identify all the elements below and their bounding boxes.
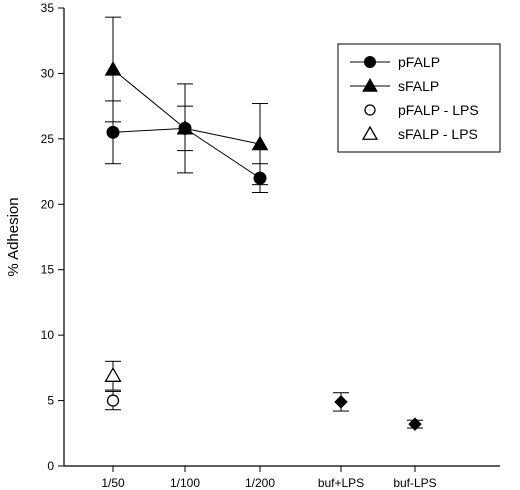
series-line (112, 127, 261, 179)
x-tick-label: 1/50 (101, 476, 125, 490)
y-tick-label: 20 (41, 197, 55, 211)
marker-triangle-open (104, 366, 122, 382)
legend-item: sFALP - LPS (361, 125, 478, 142)
series-pfalp-lps (105, 390, 121, 411)
marker-circle-open (364, 104, 376, 116)
marker-triangle-filled (251, 135, 269, 151)
axes (63, 8, 500, 467)
x-ticks: 1/50 1/100 1/200 buf+LPS buf-LPS (101, 466, 437, 490)
marker-circle-filled (364, 56, 376, 68)
series-sfalp (104, 16, 269, 186)
y-tick-label: 35 (41, 1, 55, 15)
series-layer (104, 16, 423, 431)
legend-label: sFALP - LPS (398, 126, 478, 142)
legend-item: pFALP - LPS (364, 102, 479, 118)
y-tick-label: 15 (41, 263, 55, 277)
marker-triangle-filled (104, 60, 122, 76)
legend-label: pFALP - LPS (398, 102, 479, 118)
marker-diamond-filled (334, 395, 348, 409)
marker-triangle-filled (362, 77, 378, 92)
series-sfalp-lps (104, 360, 122, 391)
y-tick-label: 25 (41, 132, 55, 146)
y-tick-label: 30 (41, 66, 55, 80)
legend-label: pFALP (398, 54, 440, 70)
series-buffer (333, 392, 423, 431)
marker-triangle-filled (176, 119, 194, 135)
marker-triangle-open (361, 125, 379, 140)
y-ticks: 0 5 10 15 20 25 30 35 (41, 1, 64, 473)
marker-circle-open (106, 394, 120, 407)
legend-label: sFALP (398, 78, 439, 94)
series-pfalp (105, 100, 268, 194)
legend: pFALP sFALP pFALP - LPS sFALP - LPS (337, 43, 501, 153)
x-tick-label: 1/100 (170, 476, 200, 490)
y-tick-label: 5 (47, 394, 54, 408)
y-axis-label: % Adhesion (5, 197, 22, 276)
marker-diamond-filled (408, 417, 422, 431)
x-tick-label: 1/200 (245, 476, 275, 490)
x-tick-label: buf+LPS (318, 476, 364, 490)
y-tick-label: 0 (47, 459, 54, 473)
y-tick-label: 10 (41, 328, 55, 342)
marker-circle-filled (106, 125, 120, 139)
legend-item: pFALP (350, 54, 440, 70)
x-tick-label: buf-LPS (393, 476, 436, 490)
legend-item: sFALP (350, 77, 439, 94)
